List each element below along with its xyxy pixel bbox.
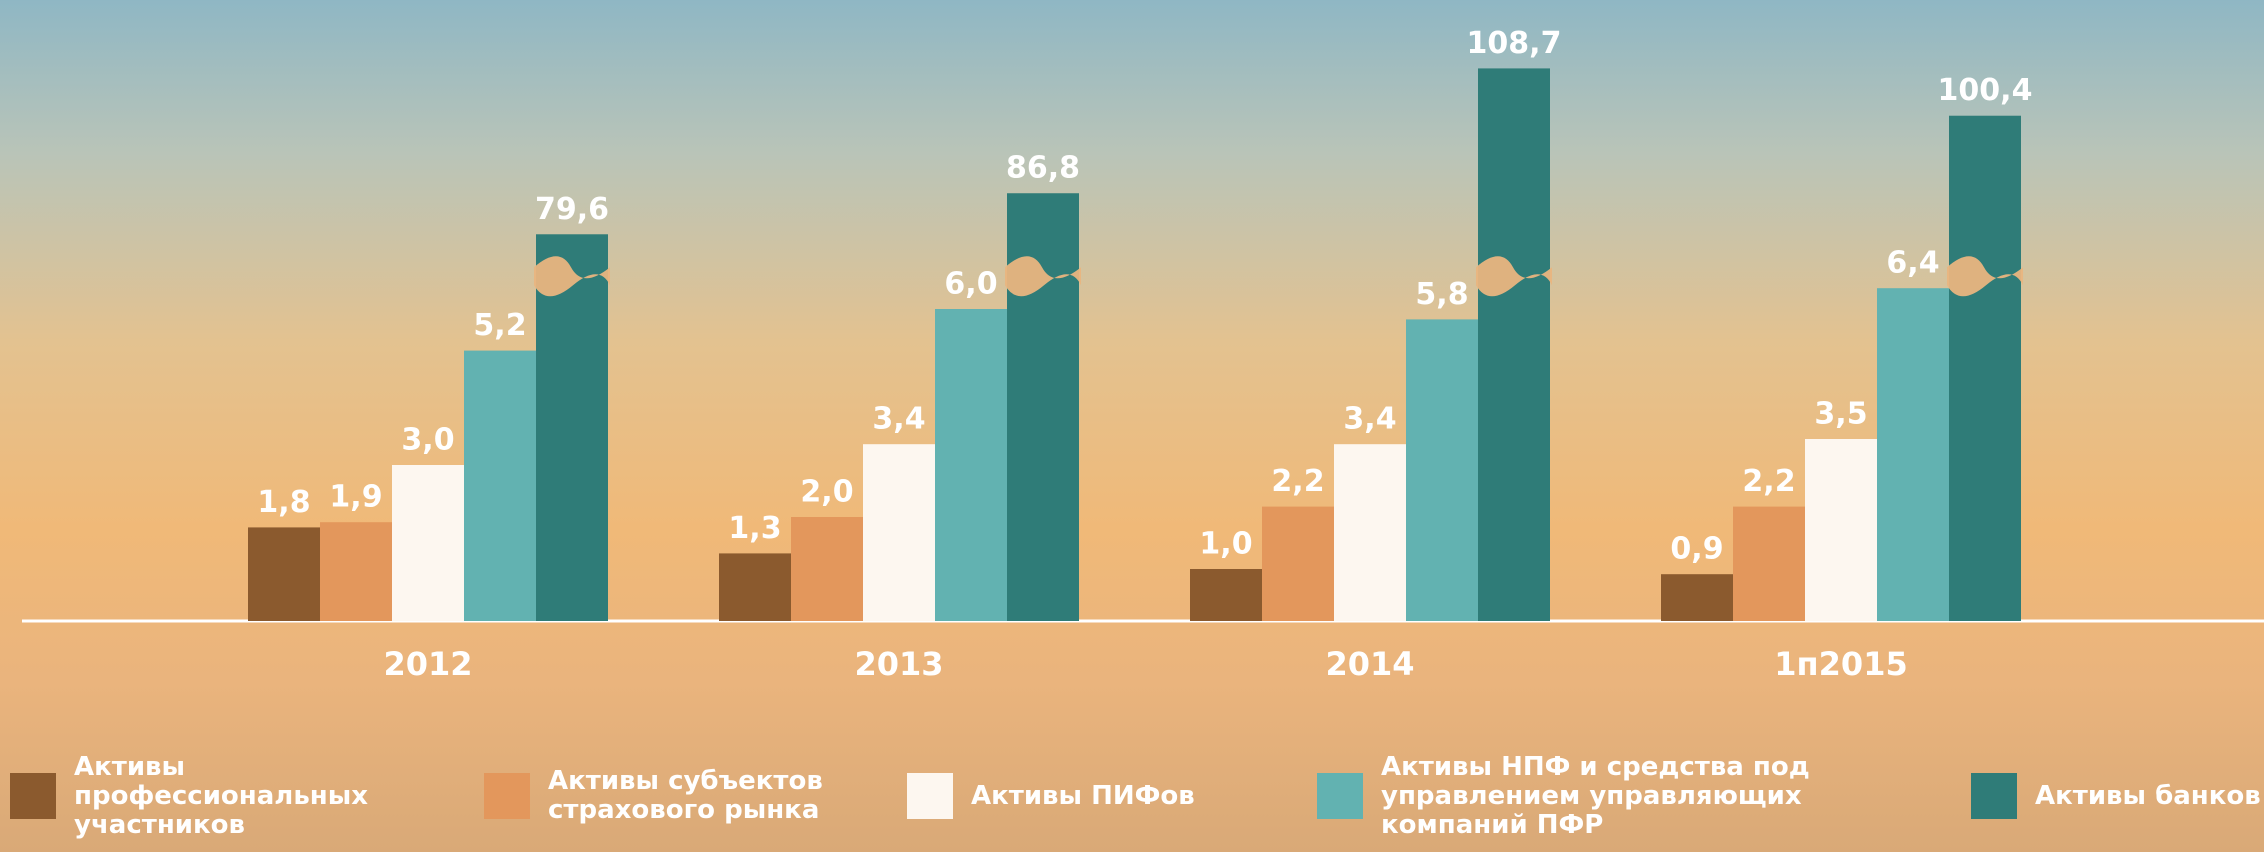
value-label: 3,4 <box>1343 402 1396 437</box>
value-label: 1,0 <box>1199 527 1252 562</box>
bar <box>791 517 863 621</box>
legend-item: Активы субъектов страхового рынка <box>484 740 848 852</box>
bar <box>1478 68 1550 621</box>
value-label: 3,5 <box>1814 397 1867 432</box>
x-tick-label: 2012 <box>383 645 472 683</box>
legend-label: Активы профессиональных участников <box>74 753 394 840</box>
legend: Активы профессиональных участников Активы… <box>0 740 2264 852</box>
value-label: 1,8 <box>257 485 310 520</box>
value-label: 2,2 <box>1742 464 1795 499</box>
bar <box>464 351 536 621</box>
bar <box>1262 507 1334 621</box>
value-label: 79,6 <box>535 192 609 227</box>
bar <box>1949 116 2021 621</box>
bar <box>320 522 392 621</box>
x-tick-label: 2014 <box>1325 645 1414 683</box>
value-label: 3,0 <box>401 423 454 458</box>
bar <box>1733 507 1805 621</box>
bar <box>935 309 1007 621</box>
legend-swatch <box>1971 773 2017 819</box>
bar <box>1007 193 1079 621</box>
value-label: 1,3 <box>728 511 781 546</box>
bar <box>1334 444 1406 621</box>
bar <box>1406 319 1478 621</box>
legend-label: Активы банков <box>2035 782 2264 811</box>
bar <box>248 527 320 621</box>
bar <box>1805 439 1877 621</box>
x-tick-label: 2013 <box>854 645 943 683</box>
bar <box>392 465 464 621</box>
bar <box>719 553 791 621</box>
value-label: 6,4 <box>1886 246 1939 281</box>
value-label: 5,8 <box>1415 277 1468 312</box>
bar <box>1877 288 1949 621</box>
bar <box>1661 574 1733 621</box>
legend-swatch <box>1317 773 1363 819</box>
legend-label: Активы субъектов страхового рынка <box>548 767 848 825</box>
x-tick-label: 1п2015 <box>1774 645 1907 683</box>
value-label: 2,2 <box>1271 464 1324 499</box>
value-label: 1,9 <box>329 480 382 515</box>
legend-item: Активы ПИФов <box>907 740 1231 852</box>
value-label: 2,0 <box>800 475 853 510</box>
legend-swatch <box>907 773 953 819</box>
legend-item: Активы банков <box>1971 740 2264 852</box>
value-label: 5,2 <box>473 308 526 343</box>
value-label: 100,4 <box>1938 73 2033 108</box>
bar <box>1190 569 1262 621</box>
value-label: 108,7 <box>1467 26 1562 61</box>
value-label: 6,0 <box>944 267 997 302</box>
bar <box>863 444 935 621</box>
chart: 2012 2013 2014 1п2015 1,8 1,3 1,0 0,9 1,9 2,0 2,2 2… <box>0 0 2264 852</box>
value-label: 0,9 <box>1670 532 1723 567</box>
legend-label: Активы НПФ и средства под управлением уп… <box>1381 753 1901 840</box>
legend-item: Активы профессиональных участников <box>10 740 394 852</box>
value-label: 3,4 <box>872 402 925 437</box>
value-label: 86,8 <box>1006 151 1080 186</box>
legend-item: Активы НПФ и средства под управлением уп… <box>1317 740 1901 852</box>
page: 2012 2013 2014 1п2015 1,8 1,3 1,0 0,9 1,9 2,0 2,2 2… <box>0 0 2264 852</box>
legend-label: Активы ПИФов <box>971 782 1231 811</box>
legend-swatch <box>484 773 530 819</box>
legend-swatch <box>10 773 56 819</box>
